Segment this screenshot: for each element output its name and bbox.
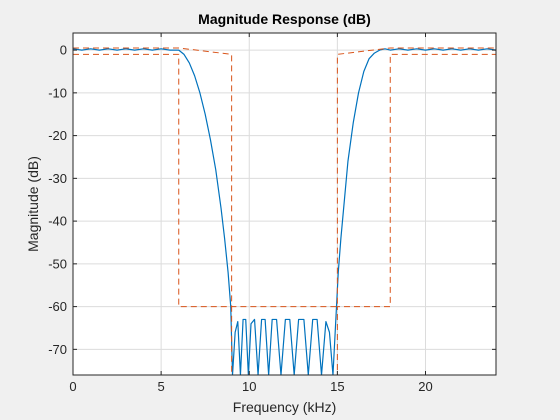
tick-marks xyxy=(72,33,496,375)
y-tick-label: -10 xyxy=(48,85,67,100)
spec-mask-line xyxy=(73,53,496,375)
y-tick-label: 0 xyxy=(60,43,67,58)
y-tick-label: -40 xyxy=(48,214,67,229)
tick-labels: 0 5 10 15 20 0 -10 -20 -30 -40 -50 -60 -70 xyxy=(48,43,433,394)
axes-box xyxy=(72,32,497,376)
x-axis-label: Frequency (kHz) xyxy=(233,399,336,415)
grid-lines xyxy=(72,33,496,375)
magnitude-response-line xyxy=(73,48,496,375)
plot-area xyxy=(73,47,496,375)
x-tick-label: 0 xyxy=(69,379,76,394)
y-tick-label: -60 xyxy=(48,299,67,314)
y-tick-label: -70 xyxy=(48,342,67,357)
x-tick-label: 5 xyxy=(158,379,165,394)
chart-title: Magnitude Response (dB) xyxy=(198,11,371,27)
y-tick-label: -30 xyxy=(48,171,67,186)
y-tick-label: -50 xyxy=(48,256,67,271)
y-axis-label: Magnitude (dB) xyxy=(25,156,41,252)
x-tick-label: 15 xyxy=(330,379,344,394)
x-tick-label: 20 xyxy=(418,379,432,394)
x-tick-label: 10 xyxy=(242,379,256,394)
y-tick-label: -20 xyxy=(48,128,67,143)
series-group xyxy=(73,47,496,375)
spec-mask-line xyxy=(73,47,496,308)
